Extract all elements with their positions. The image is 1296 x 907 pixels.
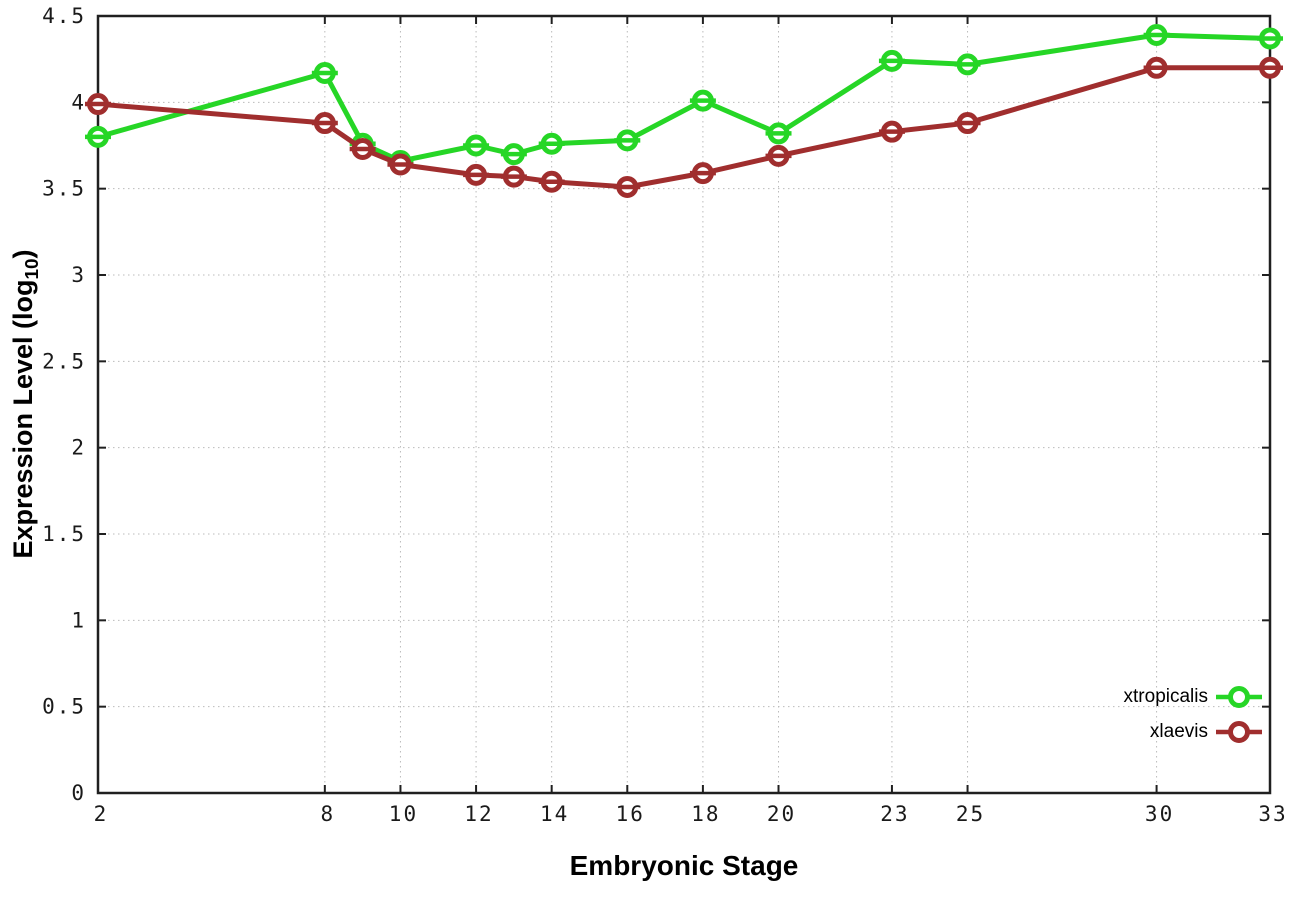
x-axis-label: Embryonic Stage bbox=[569, 850, 799, 881]
y-tick-label: 1 bbox=[71, 608, 86, 632]
legend-label-xtropicalis: xtropicalis bbox=[1123, 685, 1208, 707]
xtropicalis-circle-sample bbox=[1228, 685, 1250, 708]
y-tick-label: 0 bbox=[71, 781, 86, 805]
y-tick-label: 3.5 bbox=[42, 177, 86, 201]
xtropicalis-marker-icon bbox=[1216, 685, 1262, 708]
y-axis-label-close: ) bbox=[7, 249, 38, 259]
x-tick-label: 18 bbox=[691, 802, 720, 826]
x-tick-label: 23 bbox=[880, 802, 909, 826]
x-tick-label: 10 bbox=[389, 802, 418, 826]
x-tick-label: 16 bbox=[616, 802, 645, 826]
y-tick-label: 4 bbox=[71, 90, 86, 114]
x-tick-label: 2 bbox=[94, 802, 109, 826]
y-tick-label: 1.5 bbox=[42, 522, 86, 546]
y-tick-label: 2.5 bbox=[42, 349, 86, 373]
legend-entry-xlaevis: xlaevis bbox=[1150, 715, 1262, 748]
x-tick-label: 33 bbox=[1258, 802, 1287, 826]
y-tick-label: 3 bbox=[71, 263, 86, 287]
legend-label-xlaevis: xlaevis bbox=[1149, 720, 1208, 742]
y-axis-label: Expression Level (log10) bbox=[8, 249, 44, 558]
y-axis-label-subscript: 10 bbox=[22, 258, 44, 280]
plot-border bbox=[96, 14, 1272, 795]
legend: xtropicalis xlaevis bbox=[1124, 680, 1262, 748]
x-tick-label: 12 bbox=[464, 802, 493, 826]
y-tick-label: 4.5 bbox=[42, 4, 86, 28]
y-axis-label-text: Expression Level (log bbox=[7, 279, 38, 559]
y-tick-label: 0.5 bbox=[42, 695, 86, 719]
legend-entry-xtropicalis: xtropicalis bbox=[1124, 680, 1262, 713]
y-tick-label: 2 bbox=[71, 436, 86, 460]
x-tick-label: 8 bbox=[321, 802, 336, 826]
series-line-xtropicalis bbox=[95, 32, 1273, 164]
x-tick-label: 14 bbox=[540, 802, 569, 826]
x-tick-label: 30 bbox=[1145, 802, 1174, 826]
x-tick-label: 25 bbox=[956, 802, 985, 826]
xlaevis-marker-icon bbox=[1216, 720, 1262, 743]
x-tick-label: 20 bbox=[767, 802, 796, 826]
xlaevis-circle-sample bbox=[1228, 720, 1250, 743]
